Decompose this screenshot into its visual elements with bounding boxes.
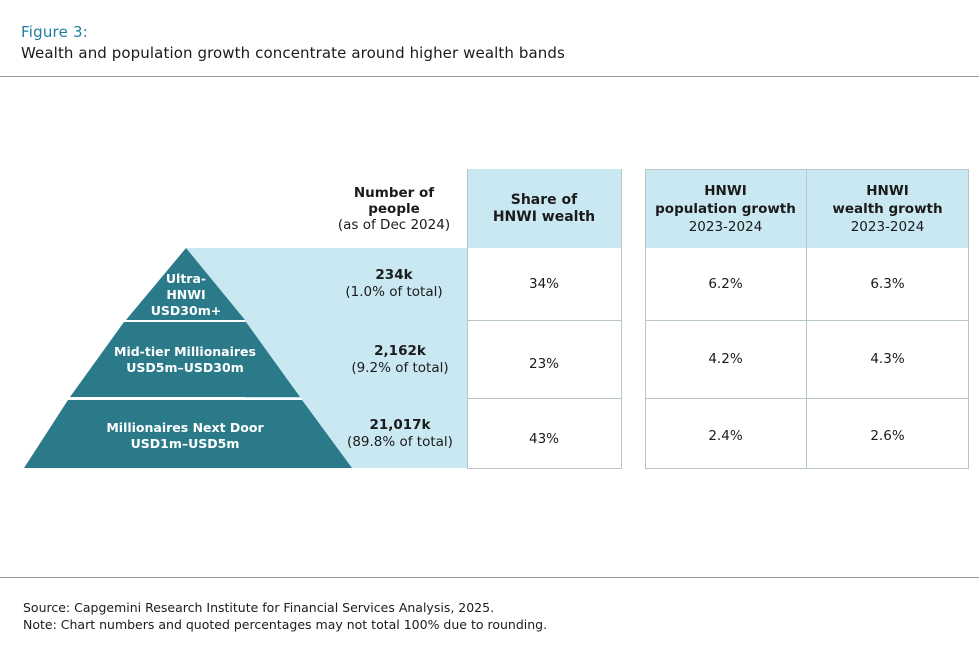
source-text: Source: Capgemini Research Institute for…	[23, 600, 495, 615]
people-value: 234k	[375, 267, 413, 283]
source-note: Source: Capgemini Research Institute for…	[23, 599, 547, 633]
header-wg-line2: wealth growth	[832, 200, 943, 217]
header-share-line2: HNWI wealth	[492, 208, 596, 225]
header-people-line1: Number of	[353, 185, 435, 201]
share-cell-ultra: 34%	[528, 275, 559, 292]
chart-title: Wealth and population growth concentrate…	[21, 44, 565, 62]
wealthgrowth-cell-next-door: 2.6%	[870, 427, 905, 444]
tier-next-line2: USD1m–USD5m	[130, 436, 240, 451]
popgrowth-cell-ultra: 6.2%	[708, 275, 743, 292]
tier-label-ultra: Ultra- HNWI USD30m+	[126, 271, 246, 319]
tier-mid-line1: Mid-tier Millionaires	[114, 344, 256, 359]
people-percent: (9.2% of total)	[351, 360, 449, 376]
wealthgrowth-cell-ultra: 6.3%	[870, 275, 905, 292]
growth-top-border	[645, 169, 969, 170]
tier-ultra-line1: Ultra-	[165, 271, 207, 286]
share-col-left-border	[467, 169, 468, 468]
tier-label-midtier: Mid-tier Millionaires USD5m–USD30m	[85, 344, 285, 376]
note-text: Note: Chart numbers and quoted percentag…	[23, 617, 548, 632]
pyramid-tier-next-door	[24, 400, 352, 468]
header-pop-line3: 2023-2024	[688, 218, 763, 235]
share-row-divider-2	[467, 398, 622, 399]
people-percent: (89.8% of total)	[347, 434, 453, 450]
header-people-line3: (as of Dec 2024)	[337, 217, 451, 233]
pyramid-tier-midtier	[70, 322, 300, 397]
header-share-line1: Share of	[510, 191, 578, 208]
header-pop-line2: population growth	[655, 200, 796, 217]
figure-label: Figure 3:	[21, 23, 88, 41]
growth-bottom-border	[645, 468, 969, 469]
growth-middle-border	[806, 169, 807, 468]
growth-row-divider-2	[645, 398, 969, 399]
pyramid-tier-ultra	[126, 248, 245, 320]
header-number-of-people: Number of people (as of Dec 2024)	[327, 185, 461, 233]
header-pop-line1: HNWI	[704, 182, 747, 199]
people-cell-ultra: 234k (1.0% of total)	[327, 256, 461, 312]
growth-row-divider-1	[645, 320, 969, 321]
popgrowth-cell-next-door: 2.4%	[708, 427, 743, 444]
growth-left-border	[645, 169, 646, 468]
tier-ultra-line3: USD30m+	[150, 303, 222, 318]
growth-right-border	[968, 169, 969, 468]
popgrowth-cell-midtier: 4.2%	[708, 350, 743, 367]
people-value: 21,017k	[369, 417, 431, 433]
people-cell-midtier: 2,162k (9.2% of total)	[333, 332, 467, 388]
wealthgrowth-cell-midtier: 4.3%	[870, 350, 905, 367]
tier-mid-line2: USD5m–USD30m	[126, 360, 244, 375]
header-population-growth: HNWI population growth 2023-2024	[645, 169, 806, 248]
bottom-divider	[0, 577, 979, 578]
tier-ultra-line2: HNWI	[166, 287, 206, 302]
people-percent: (1.0% of total)	[345, 284, 443, 300]
share-cell-next-door: 43%	[528, 430, 559, 447]
header-share-of-wealth: Share of HNWI wealth	[467, 169, 621, 248]
tier-next-line1: Millionaires Next Door	[106, 420, 264, 435]
share-col-right-border	[621, 169, 622, 468]
share-bottom-border	[467, 468, 622, 469]
people-value: 2,162k	[374, 343, 426, 359]
header-people-line2: people	[368, 201, 420, 217]
share-cell-midtier: 23%	[528, 355, 559, 372]
header-wg-line3: 2023-2024	[850, 218, 925, 235]
people-cell-next-door: 21,017k (89.8% of total)	[333, 406, 467, 462]
header-wg-line1: HNWI	[866, 182, 909, 199]
top-divider	[0, 76, 979, 77]
header-wealth-growth: HNWI wealth growth 2023-2024	[806, 169, 969, 248]
tier-label-next-door: Millionaires Next Door USD1m–USD5m	[60, 420, 310, 452]
share-row-divider-1	[467, 320, 622, 321]
